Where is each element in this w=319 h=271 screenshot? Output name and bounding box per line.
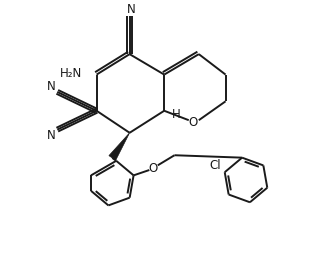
Polygon shape [109, 133, 130, 160]
Text: H: H [172, 108, 181, 121]
Text: N: N [47, 129, 56, 142]
Text: O: O [189, 116, 198, 129]
Text: N: N [127, 3, 136, 16]
Text: H₂N: H₂N [60, 66, 82, 79]
Text: O: O [148, 162, 158, 175]
Text: Cl: Cl [210, 159, 221, 172]
Text: N: N [47, 80, 56, 93]
